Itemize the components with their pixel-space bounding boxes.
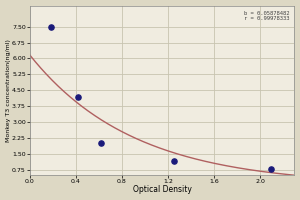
Point bbox=[171, 160, 176, 163]
Y-axis label: Monkey T3 concentration(ng/ml): Monkey T3 concentration(ng/ml) bbox=[6, 39, 10, 142]
Point bbox=[76, 95, 81, 98]
Text: b = 0.05878482
r = 0.99978333: b = 0.05878482 r = 0.99978333 bbox=[244, 11, 289, 21]
Point bbox=[48, 25, 53, 28]
Point bbox=[269, 167, 274, 171]
Point bbox=[99, 142, 104, 145]
X-axis label: Optical Density: Optical Density bbox=[133, 185, 192, 194]
